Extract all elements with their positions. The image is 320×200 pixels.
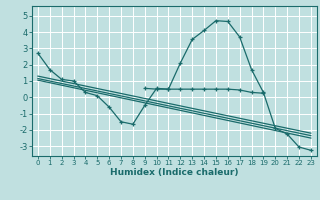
X-axis label: Humidex (Indice chaleur): Humidex (Indice chaleur) bbox=[110, 168, 239, 177]
